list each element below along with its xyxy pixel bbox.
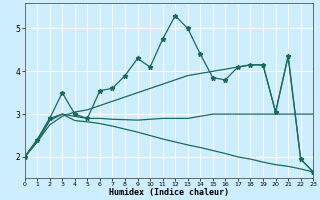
X-axis label: Humidex (Indice chaleur): Humidex (Indice chaleur)	[109, 188, 229, 197]
